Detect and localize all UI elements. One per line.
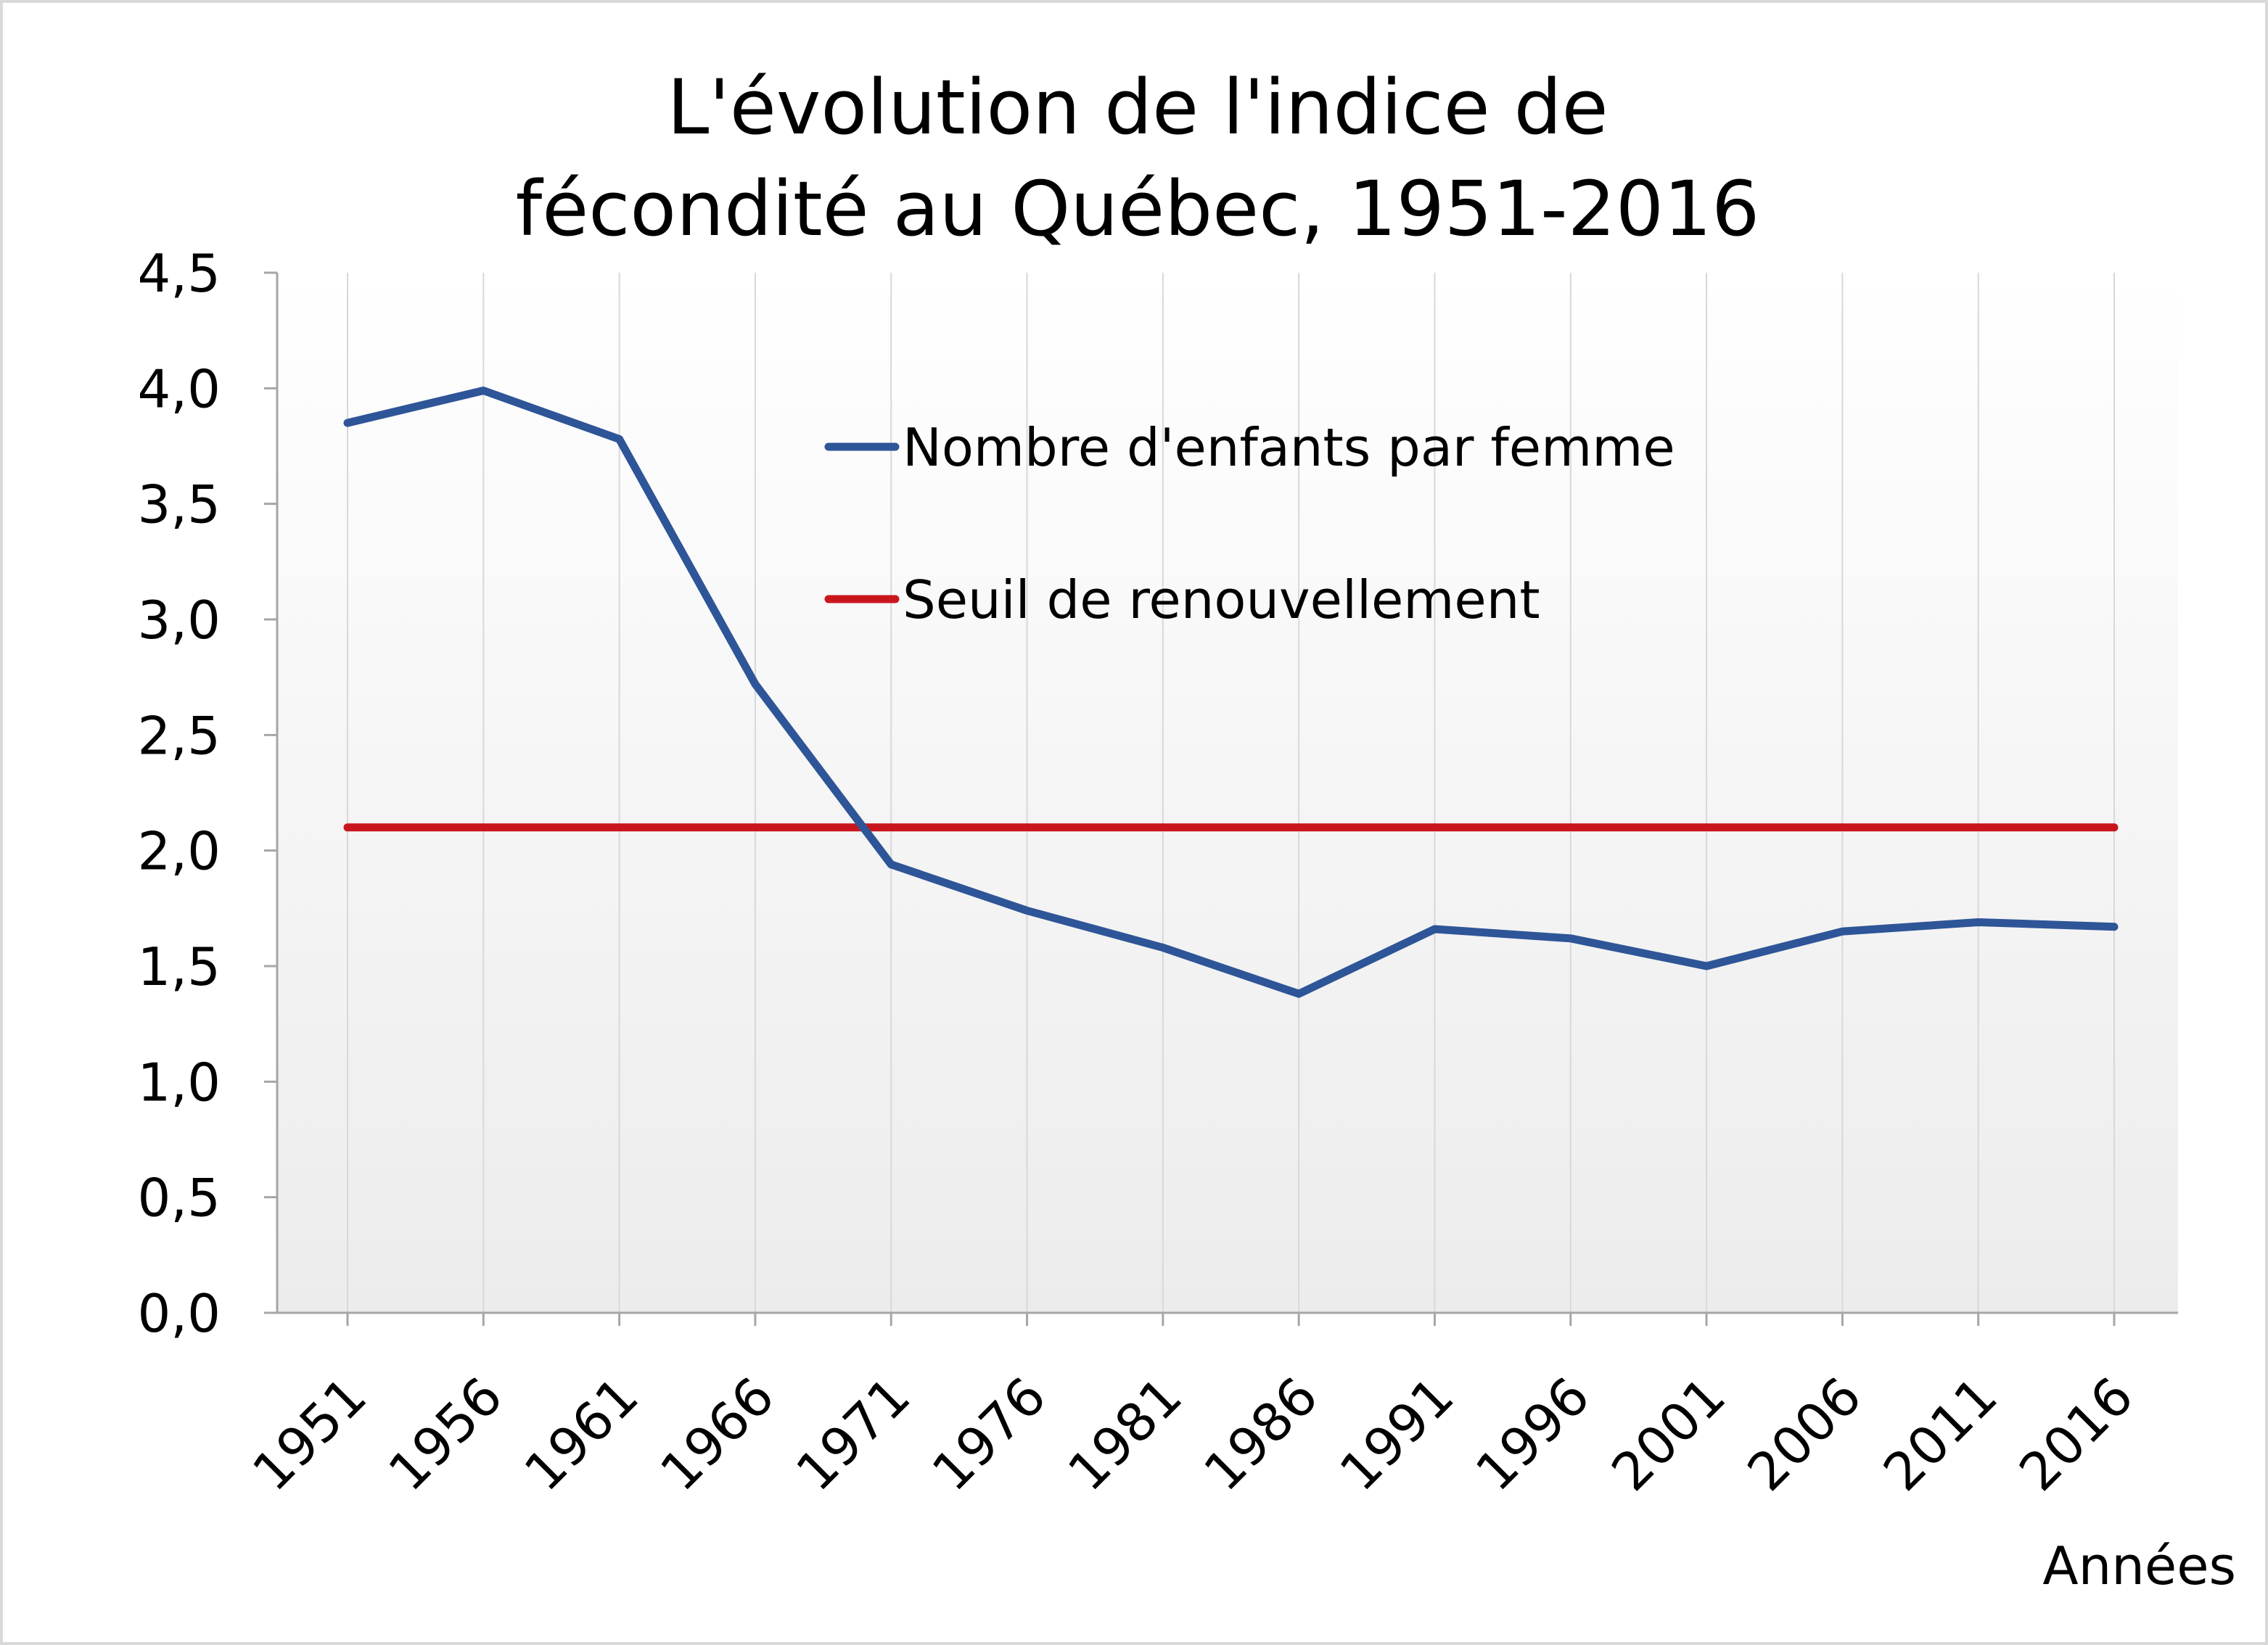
legend-label-fertility: Nombre d'enfants par femme [903,417,1675,478]
x-tick-label-2006: 2006 [1735,1366,1873,1503]
x-tick-label-1971: 1971 [784,1366,921,1503]
series-lines [343,387,2119,998]
x-tick-label-1991: 1991 [1328,1366,1466,1503]
axes [276,273,2178,1314]
y-tick-label: 1,0 [137,1052,221,1113]
y-tick-label: 4,0 [137,358,221,419]
x-tick-label-1961: 1961 [513,1366,650,1503]
y-tick-label: 1,5 [137,936,221,997]
x-tick-label-2016: 2016 [2008,1366,2145,1503]
chart-title-line-2: fécondité au Québec, 1951-2016 [516,165,1760,253]
legend-label-threshold: Seuil de renouvellement [903,569,1540,630]
x-tick-label-1996: 1996 [1464,1366,1601,1503]
x-tick-label-1966: 1966 [649,1366,786,1503]
y-tick-label: 3,0 [137,590,221,651]
y-axis-ticks: 0,0 0,5 1,0 1,5 2,0 2,5 3,0 3,5 4,0 4,5 [137,243,277,1344]
x-axis-title: Années [2042,1535,2236,1596]
y-tick-label: 2,0 [137,821,221,882]
y-tick-label: 0,0 [137,1283,221,1344]
y-tick-label: 4,5 [137,243,221,304]
legend: Nombre d'enfants par femme Seuil de reno… [824,417,1675,630]
x-tick-label-1981: 1981 [1056,1366,1193,1503]
y-tick-label: 0,5 [137,1168,221,1229]
y-tick-label: 2,5 [137,705,221,766]
series-line-fertility [343,387,2119,998]
x-tick-label-1956: 1956 [377,1366,514,1503]
x-tick-label-2011: 2011 [1872,1366,2009,1503]
x-tick-label-2001: 2001 [1600,1366,1737,1503]
y-tick-label: 3,5 [137,474,221,535]
x-tick-label-1976: 1976 [921,1366,1058,1503]
x-tick-label-1951: 1951 [241,1366,378,1503]
x-tick-label-1986: 1986 [1192,1366,1329,1503]
chart-title-line-1: L'évolution de l'indice de [667,63,1608,152]
line-chart: L'évolution de l'indice de fécondité au … [137,63,2236,1596]
x-axis-ticks: 1951195619611966197119761981198619911996… [241,1313,2145,1503]
plot-area [277,273,2178,1313]
